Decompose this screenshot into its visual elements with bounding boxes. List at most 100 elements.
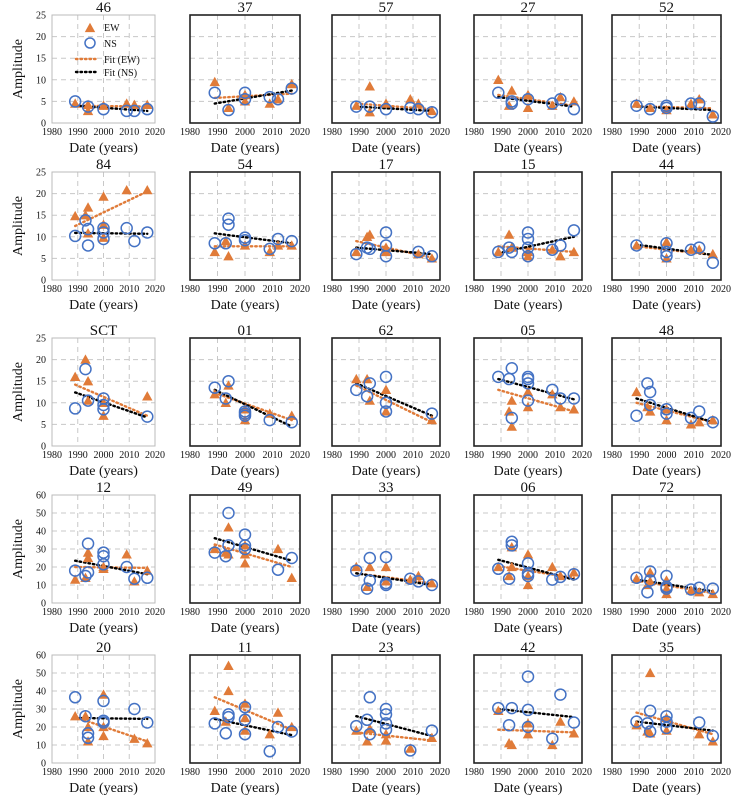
ew-point (364, 395, 375, 405)
ns-point (238, 92, 252, 106)
ew-point (631, 386, 642, 397)
x-tick-label: 2010 (263, 607, 283, 618)
ew-point (547, 561, 558, 572)
x-tick-label: 2010 (403, 284, 423, 295)
plot-frame (473, 171, 583, 281)
x-axis-label: Date (years) (632, 298, 701, 313)
x-tick-label: 1990 (208, 127, 228, 138)
ew-point (351, 725, 362, 735)
ns-point (285, 82, 298, 95)
x-axis-label: Date (years) (494, 464, 563, 479)
x-tick-label: 2000 (518, 607, 538, 618)
x-axis-label: Date (years) (69, 781, 138, 796)
ns-point (502, 718, 516, 732)
x-axis-label: Date (years) (494, 141, 563, 156)
ns-point (350, 719, 363, 733)
ew-point (685, 244, 697, 254)
chart-title: 20 (96, 640, 111, 656)
ns-point (222, 374, 235, 388)
x-tick-label: 2020 (290, 607, 310, 618)
x-tick-label: 1980 (42, 767, 62, 778)
chart-title: 44 (659, 157, 675, 173)
y-tick-label: 5 (41, 97, 46, 108)
x-tick-label: 1990 (208, 607, 228, 618)
ew-point (239, 698, 251, 708)
ns-point (238, 539, 252, 552)
chart-title: 84 (96, 157, 112, 173)
x-tick-label: 1990 (349, 284, 369, 295)
ew-point (80, 711, 91, 721)
x-tick-label: 1980 (180, 450, 200, 461)
ns-point (141, 571, 154, 585)
x-tick-label: 1990 (491, 607, 511, 618)
ns-point (630, 239, 643, 252)
ns-point (643, 565, 657, 578)
x-tick-label: 2000 (235, 450, 255, 461)
fit-line-ns (213, 537, 293, 562)
ns-point (684, 583, 698, 596)
ew-point (121, 184, 132, 195)
ns-point (684, 97, 698, 110)
ns-point (81, 537, 95, 550)
ns-point (363, 242, 377, 256)
x-axis-label: Date (years) (211, 298, 280, 313)
ns-point (350, 100, 363, 113)
x-tick-label: 1980 (464, 284, 484, 295)
y-tick-label: 5 (41, 420, 46, 431)
ns-point (505, 701, 519, 715)
x-tick-label: 1990 (68, 450, 88, 461)
ew-point (223, 685, 234, 696)
ew-point (661, 104, 672, 115)
ns-point (285, 415, 298, 429)
chart-panel-27: 27 1980 1990 2000 2010 2020 Date (years) (464, 0, 592, 156)
ew-point (493, 561, 504, 572)
fit-line-ns (73, 391, 149, 419)
ns-point (79, 214, 92, 227)
chart-panel-06: 06 1980 1990 2000 2010 2020 Date (years) (464, 480, 592, 636)
ew-point (142, 738, 153, 748)
x-axis-label: Date (years) (352, 781, 421, 796)
ns-point (222, 539, 235, 552)
chart-title: 15 (521, 157, 536, 173)
x-tick-label: 1990 (68, 607, 88, 618)
x-tick-label: 2020 (711, 450, 731, 461)
ew-point (644, 576, 656, 586)
ns-point (128, 234, 141, 248)
x-tick-label: 1990 (68, 284, 88, 295)
x-tick-label: 1980 (602, 450, 622, 461)
ns-point (521, 249, 535, 263)
x-axis-label: Date (years) (352, 141, 421, 156)
ns-point (505, 361, 519, 375)
ns-point (521, 372, 535, 386)
x-tick-label: 1980 (322, 607, 342, 618)
plot-frame (189, 654, 301, 764)
chart-panel-23: 23 1980 1990 2000 2010 2020 Date (years) (322, 640, 450, 796)
ew-point (264, 729, 275, 739)
ns-point (404, 744, 417, 757)
x-tick-label: 1990 (349, 450, 369, 461)
ns-point (412, 102, 425, 116)
y-tick-label: 25 (36, 168, 46, 179)
ew-point (380, 735, 392, 745)
ns-point (554, 688, 567, 701)
x-tick-label: 2000 (94, 450, 114, 461)
x-tick-label: 2020 (711, 284, 731, 295)
ns-point (360, 582, 374, 595)
ew-point (272, 94, 284, 104)
ns-point (554, 92, 567, 106)
ns-point (505, 411, 519, 425)
x-tick-label: 1980 (322, 450, 342, 461)
y-tick-label: 0 (41, 759, 46, 770)
x-tick-label: 2000 (235, 607, 255, 618)
ew-point (644, 102, 656, 113)
ns-point (379, 249, 393, 263)
ew-point (522, 386, 534, 397)
x-axis-label: Date (years) (69, 298, 138, 313)
ns-point (350, 564, 363, 577)
y-axis-label: Amplitude (11, 362, 26, 422)
chart-panel-48: 48 1980 1990 2000 2010 2020 Date (years) (602, 323, 731, 479)
x-tick-label: 1990 (208, 450, 228, 461)
y-tick-label: 0 (41, 119, 46, 130)
x-tick-label: 2020 (711, 607, 731, 618)
y-tick-label: 5 (41, 254, 46, 265)
